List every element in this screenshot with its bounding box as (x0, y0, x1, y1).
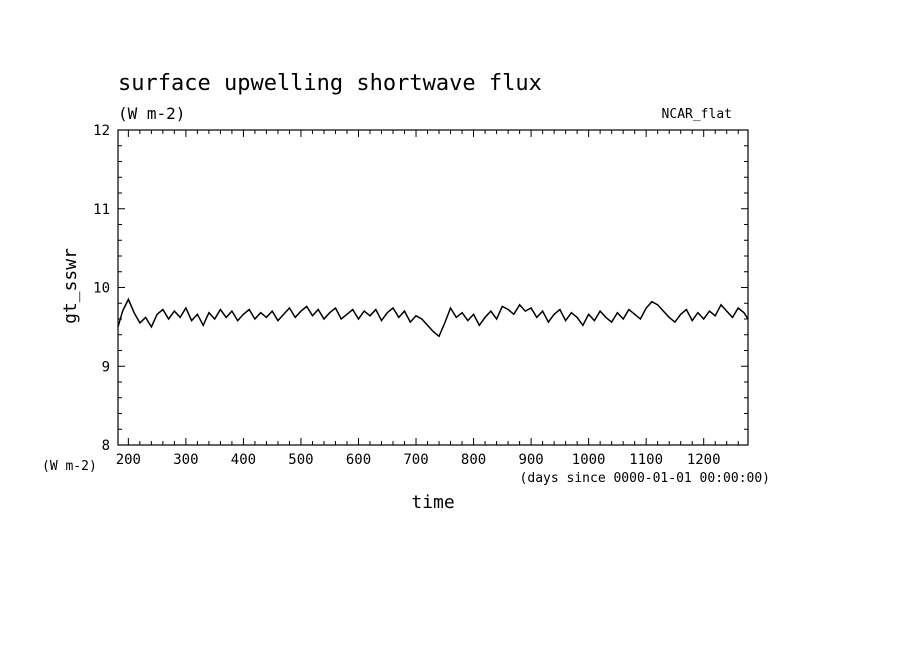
y-axis-units: (W m-2) (42, 459, 97, 474)
y-tick-label: 10 (93, 281, 110, 297)
y-axis: 8 9 10 11 12 (93, 123, 748, 454)
plot-border (117, 129, 749, 446)
x-tick-label: 700 (403, 452, 428, 468)
units-label: (W m-2) (118, 104, 185, 123)
x-tick-label: 400 (231, 452, 256, 468)
y-tick-label: 8 (102, 438, 110, 454)
x-tick-label: 800 (461, 452, 486, 468)
x-axis-label: time (411, 492, 454, 513)
x-axis-units: (days since 0000-01-01 00:00:00) (520, 471, 770, 486)
y-tick-label: 11 (93, 202, 110, 218)
y-tick-label: 9 (102, 359, 110, 375)
series-line (117, 297, 749, 338)
plot-frame (117, 129, 749, 446)
x-tick-label: 1100 (629, 452, 663, 468)
chart-title: surface upwelling shortwave flux (118, 71, 542, 96)
series-group (117, 297, 749, 338)
x-tick-label: 300 (173, 452, 198, 468)
y-tick-label: 12 (93, 123, 110, 139)
x-tick-label: 200 (116, 452, 141, 468)
experiment-annotation: NCAR_flat (662, 107, 732, 122)
x-tick-label: 900 (518, 452, 543, 468)
x-tick-label: 1200 (687, 452, 721, 468)
x-axis: 200 300 400 500 600 700 800 900 1000 1100 1200 (116, 130, 739, 468)
x-tick-label: 500 (288, 452, 313, 468)
x-tick-label: 1000 (572, 452, 606, 468)
y-axis-label: gt_sswr (60, 248, 81, 324)
x-tick-label: 600 (346, 452, 371, 468)
